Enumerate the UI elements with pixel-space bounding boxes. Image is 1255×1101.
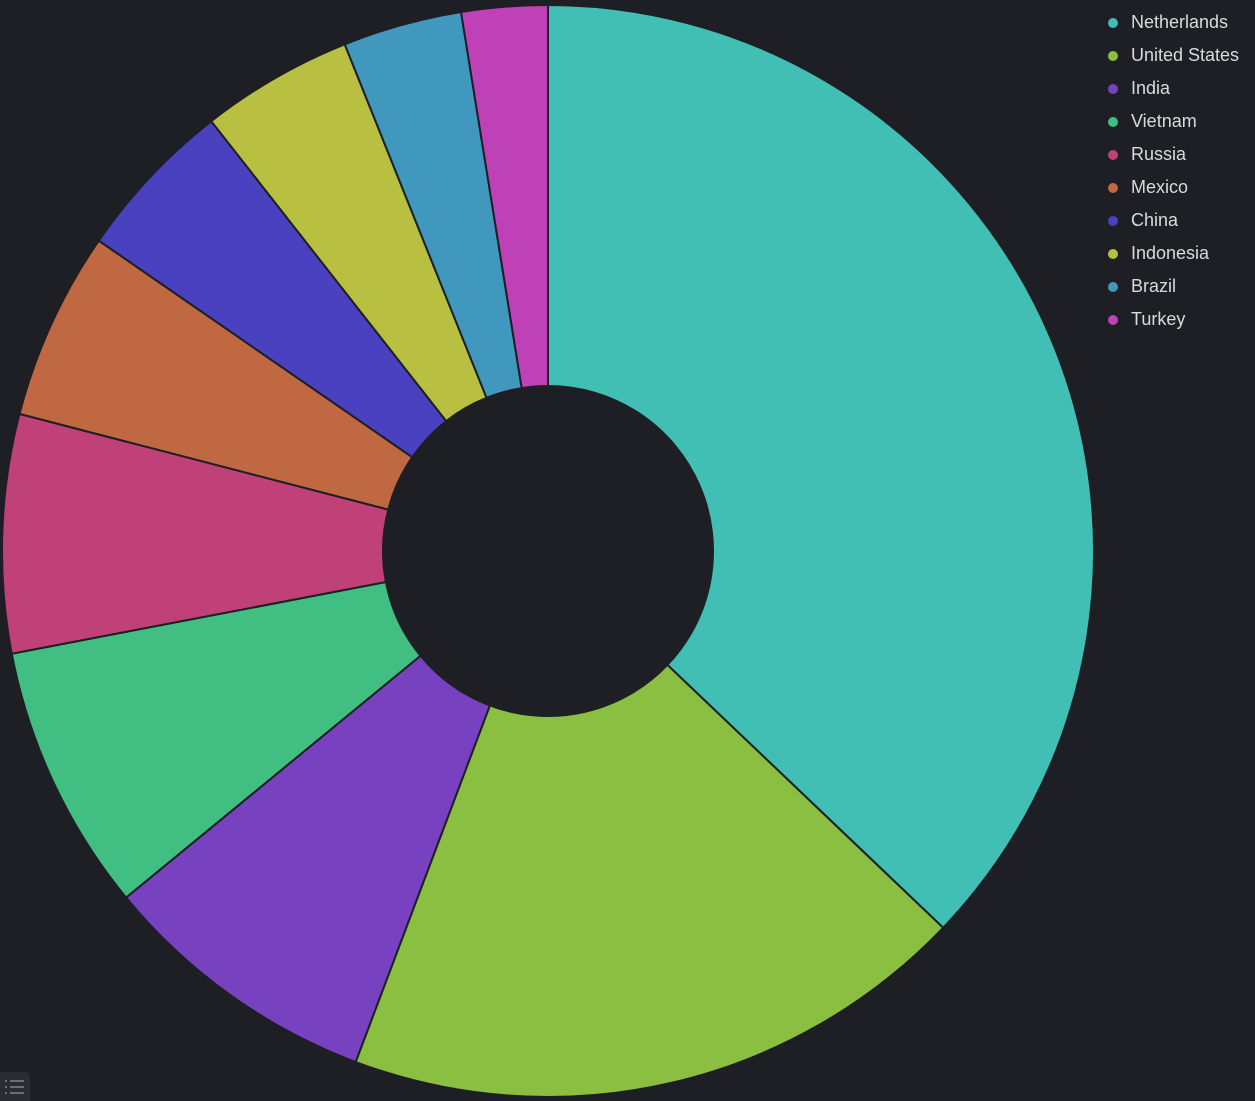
legend: Netherlands United States India Vietnam Russ… [1106,6,1239,336]
legend-item-mexico[interactable]: Mexico [1106,171,1239,204]
legend-label: Vietnam [1131,111,1197,131]
slice-vietnam[interactable] [10,580,422,899]
legend-label: United States [1131,45,1240,65]
legend-item-indonesia[interactable]: Indonesia [1106,237,1239,270]
legend-label: Indonesia [1131,243,1210,263]
legend-toggle-button[interactable] [0,1072,30,1101]
legend-label: Brazil [1131,276,1177,296]
legend-item-netherlands[interactable]: Netherlands [1106,6,1239,39]
legend-label: Mexico [1131,177,1189,197]
legend-dot-icon [1108,215,1118,226]
legend-label: Russia [1131,144,1187,164]
legend-item-united-states[interactable]: United States [1106,39,1239,72]
slice-russia[interactable] [1,412,390,655]
legend-label: India [1131,78,1171,98]
legend-dot-icon [1108,50,1118,61]
legend-dot-icon [1108,248,1118,259]
slice-united-states[interactable] [354,663,945,1098]
slice-turkey[interactable] [459,3,549,390]
legend-item-india[interactable]: India [1106,72,1239,105]
legend-label: Netherlands [1131,12,1229,32]
legend-item-brazil[interactable]: Brazil [1106,270,1239,303]
legend-dot-icon [1108,182,1118,193]
legend-dot-icon [1108,314,1118,325]
slice-india[interactable] [124,654,492,1064]
legend-item-vietnam[interactable]: Vietnam [1106,105,1239,138]
legend-item-russia[interactable]: Russia [1106,138,1239,171]
list-icon [5,1080,24,1094]
legend-dot-icon [1108,116,1118,127]
legend-dot-icon [1108,149,1118,160]
legend-item-turkey[interactable]: Turkey [1106,303,1239,336]
legend-dot-icon [1108,17,1118,28]
legend-label: China [1131,210,1179,230]
legend-dot-icon [1108,281,1118,292]
legend-item-china[interactable]: China [1106,204,1239,237]
slice-netherlands[interactable] [547,3,1095,930]
legend-label: Turkey [1131,309,1186,329]
legend-dot-icon [1108,83,1118,94]
